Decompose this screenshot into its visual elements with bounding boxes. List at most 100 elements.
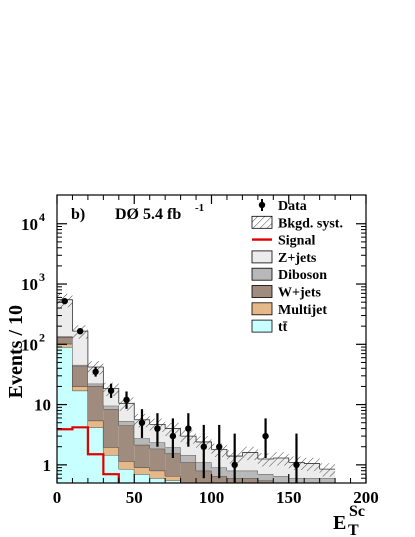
data-point-13 xyxy=(262,418,269,458)
experiment-label: DØ 5.4 fb -1 xyxy=(115,202,204,223)
x-axis-title-main: E xyxy=(333,512,346,534)
bar-1-13 xyxy=(242,483,257,488)
x-axis-title-sup: Sc xyxy=(349,503,365,520)
x-tick-label-1: 0 xyxy=(53,488,62,507)
legend-label-2: Bkgd. syst. xyxy=(278,216,343,231)
legend-entry-1: Data xyxy=(258,199,307,214)
bar-1-8 xyxy=(165,480,181,483)
syst-15 xyxy=(273,452,289,466)
bar-1-17 xyxy=(304,483,319,488)
y-tick-label-2: 10 xyxy=(34,396,51,415)
bar-1-14 xyxy=(258,483,273,488)
legend-label-4: Z+jets xyxy=(278,251,317,266)
bar-1-18 xyxy=(320,483,335,488)
bar-4-4 xyxy=(103,405,119,410)
syst-14 xyxy=(257,453,274,467)
legend-label-8: tt̄ xyxy=(278,320,288,335)
bar-4-18 xyxy=(319,478,336,483)
bar-1-1 xyxy=(57,347,73,483)
bar-2-4 xyxy=(103,447,119,456)
bar-1-2 xyxy=(72,390,88,483)
bar-1-5 xyxy=(118,469,135,483)
bar-3-11 xyxy=(211,476,227,483)
bar-3-2 xyxy=(72,366,88,387)
bar-3-9 xyxy=(180,462,197,483)
legend-entry-3: Signal xyxy=(252,234,315,249)
bar-3-14 xyxy=(257,480,274,483)
y-tick-label-1: 1 xyxy=(43,456,52,475)
bar-2-2 xyxy=(72,386,88,391)
y-tick-label-4: 10 xyxy=(21,275,38,294)
x-tick-label-3: 100 xyxy=(199,488,225,507)
data-point-7 xyxy=(154,413,161,447)
signal-line xyxy=(57,426,120,483)
legend: Data Bkgd. syst. Signal Z+jets Diboson W+jets… xyxy=(251,199,343,335)
data-point-14 xyxy=(293,433,300,483)
bar-3-1 xyxy=(57,337,73,344)
bar-4-3 xyxy=(87,383,104,386)
y-tick-label-3: 10 xyxy=(21,335,38,354)
data-point-2 xyxy=(76,327,84,335)
bar-3-3 xyxy=(87,385,104,421)
bar-2-5 xyxy=(118,461,135,470)
data-points xyxy=(61,297,300,483)
bar-1-4 xyxy=(103,455,119,483)
data-point-6 xyxy=(138,409,146,438)
syst-13 xyxy=(242,446,258,461)
legend-entry-2: Bkgd. syst. xyxy=(251,215,343,231)
data-point-10 xyxy=(200,424,207,479)
data-point-5 xyxy=(123,391,130,409)
bar-3-5 xyxy=(118,425,135,462)
legend-label-7: Multijet xyxy=(278,303,327,318)
data-point-8 xyxy=(169,418,177,458)
bar-4-9 xyxy=(180,455,197,463)
y-tick-exp-4: 3 xyxy=(39,270,45,284)
bar-3-7 xyxy=(149,448,166,471)
legend-label-1: Data xyxy=(278,199,307,214)
data-point-11 xyxy=(216,424,223,479)
legend-entry-7: Multijet xyxy=(251,302,327,318)
bar-5-1 xyxy=(57,299,73,337)
bar-2-1 xyxy=(57,343,73,348)
x-axis-title-sub: T xyxy=(348,522,359,537)
legend-entry-5: Diboson xyxy=(251,267,327,283)
x-tick-label-4: 150 xyxy=(276,488,302,507)
bar-2-3 xyxy=(87,420,104,428)
experiment-label-text: DØ 5.4 fb xyxy=(115,206,181,223)
bar-2-6 xyxy=(134,467,150,475)
bar-2-7 xyxy=(149,470,166,479)
bar-1-6 xyxy=(134,474,150,483)
syst-17 xyxy=(304,457,320,472)
bar-1-3 xyxy=(87,427,104,483)
bar-4-6 xyxy=(134,438,150,445)
syst-18 xyxy=(319,463,336,477)
signal-histogram xyxy=(57,426,120,483)
x-tick-label-5: 200 xyxy=(353,488,379,507)
bar-4-14 xyxy=(257,474,274,481)
bar-3-13 xyxy=(242,478,258,483)
bar-4-2 xyxy=(72,364,88,367)
experiment-label-sup: -1 xyxy=(195,202,204,214)
legend-entry-6: W+jets xyxy=(251,285,322,301)
bar-2-8 xyxy=(165,476,181,481)
bar-4-15 xyxy=(273,476,289,483)
x-tick-label-2: 50 xyxy=(126,488,143,507)
data-point-9 xyxy=(185,413,192,447)
bar-4-17 xyxy=(304,478,320,483)
bar-4-13 xyxy=(242,470,258,479)
x-axis-title: E T Sc xyxy=(333,503,365,537)
legend-label-3: Signal xyxy=(278,234,315,249)
y-axis-title: Events / 10 xyxy=(5,305,27,398)
panel-label: b) xyxy=(71,206,85,223)
data-point-1 xyxy=(61,297,68,305)
bar-3-8 xyxy=(165,453,181,477)
bar-5-2 xyxy=(72,331,88,365)
legend-entry-4: Z+jets xyxy=(251,250,317,266)
bar-3-6 xyxy=(134,444,150,468)
bar-1-9 xyxy=(181,483,196,488)
bar-1-7 xyxy=(149,478,166,483)
data-point-4 xyxy=(107,383,115,398)
bar-3-4 xyxy=(103,409,119,448)
y-tick-exp-5: 4 xyxy=(39,210,45,224)
